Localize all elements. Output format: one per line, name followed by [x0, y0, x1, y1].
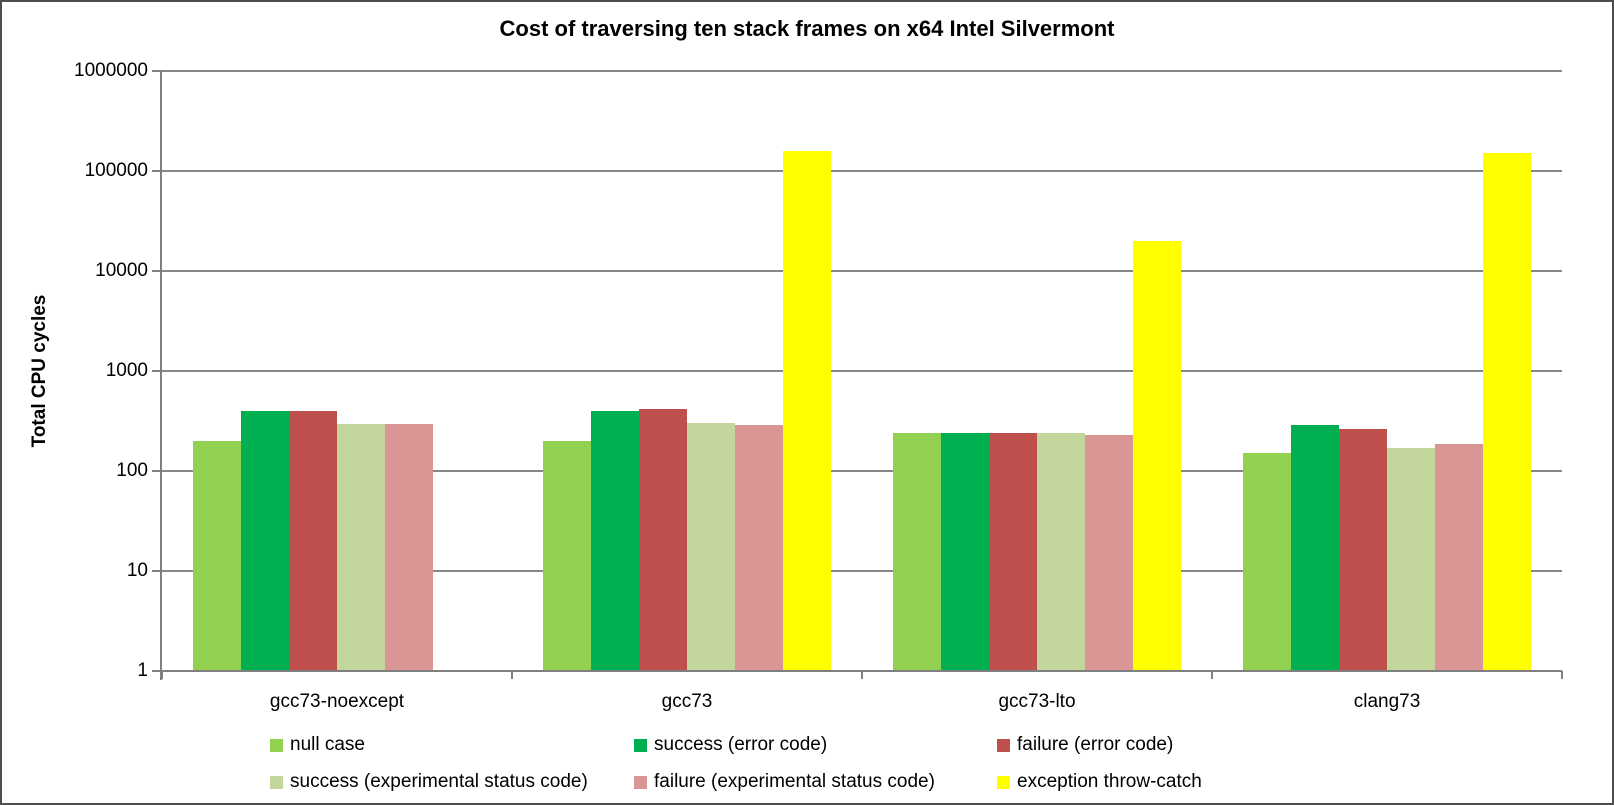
category-label-gcc73-noexcept: gcc73-noexcept: [269, 691, 405, 712]
y-tick-label: 1: [137, 660, 148, 681]
bar-failure-error-code: [989, 432, 1037, 671]
y-tick-label: 10000: [95, 260, 148, 281]
bar-success-error-code: [241, 410, 289, 671]
y-axis-tick: [152, 470, 160, 472]
gridline: [162, 470, 1562, 472]
bar-success-experimental-status-code: [1387, 447, 1435, 671]
bar-null-case: [543, 440, 591, 671]
x-axis-tick: [861, 671, 863, 679]
y-axis-tick: [152, 670, 160, 672]
y-axis-tick: [152, 270, 160, 272]
bar-success-experimental-status-code: [687, 423, 735, 671]
y-axis-tick: [152, 570, 160, 572]
bar-success-experimental-status-code: [337, 424, 385, 671]
legend-swatch-failure-error-code: [997, 738, 1010, 752]
y-tick-label: 1000: [105, 360, 148, 381]
y-tick-label: 100: [116, 460, 148, 481]
legend-label: null case: [290, 734, 365, 755]
plot-area: [152, 70, 1563, 680]
bar-failure-error-code: [1339, 428, 1387, 671]
legend-swatch-exception-throw-catch: [997, 775, 1010, 789]
y-axis-line: [160, 70, 162, 680]
bar-success-error-code: [591, 410, 639, 671]
legend-label: success (error code): [654, 734, 828, 755]
bar-failure-error-code: [639, 409, 687, 671]
legend-label: exception throw-catch: [1017, 771, 1202, 792]
bar-success-experimental-status-code: [1037, 432, 1085, 671]
chart-title: Cost of traversing ten stack frames on x…: [499, 16, 1115, 41]
bar-success-error-code: [1291, 424, 1339, 671]
bar-failure-error-code: [289, 410, 337, 671]
legend-item-exception-throw-catch: exception throw-catch: [997, 770, 1202, 794]
bar-failure-experimental-status-code: [735, 424, 783, 671]
bar-null-case: [893, 432, 941, 671]
legend-swatch-success-error-code: [634, 738, 647, 752]
bar-failure-experimental-status-code: [385, 424, 433, 671]
legend-item-failure-experimental-status-code: failure (experimental status code): [634, 770, 935, 794]
x-axis-tick: [161, 671, 163, 679]
bar-null-case: [1243, 453, 1291, 671]
bar-success-error-code: [941, 432, 989, 671]
bar-exception-throw-catch: [1483, 153, 1531, 671]
x-axis-tick: [511, 671, 513, 679]
bar-exception-throw-catch: [783, 150, 831, 671]
bar-failure-experimental-status-code: [1435, 444, 1483, 671]
gridline: [162, 70, 1562, 72]
x-axis-tick: [1211, 671, 1213, 679]
gridline: [162, 570, 1562, 572]
category-label-gcc73: gcc73: [661, 691, 713, 712]
bar-exception-throw-catch: [1133, 240, 1181, 671]
legend-item-failure-error-code: failure (error code): [997, 733, 1173, 757]
y-tick-label: 100000: [84, 160, 148, 181]
legend-item-success-error-code: success (error code): [634, 733, 827, 757]
y-tick-label: 1000000: [74, 60, 148, 81]
legend-label: failure (experimental status code): [654, 771, 935, 792]
bar-null-case: [193, 440, 241, 671]
legend-label: success (experimental status code): [290, 771, 588, 792]
legend-label: failure (error code): [1017, 734, 1174, 755]
y-tick-label: 10: [126, 560, 148, 581]
category-label-clang73: clang73: [1353, 691, 1421, 712]
gridline: [162, 270, 1562, 272]
y-axis-tick: [152, 70, 160, 72]
y-axis-tick: [152, 170, 160, 172]
gridline: [162, 370, 1562, 372]
legend-swatch-success-experimental-status-code: [270, 775, 283, 789]
legend-item-success-experimental-status-code: success (experimental status code): [270, 770, 588, 794]
bar-failure-experimental-status-code: [1085, 434, 1133, 671]
x-axis-tick: [1561, 671, 1563, 679]
legend-swatch-null-case: [270, 738, 283, 752]
category-label-gcc73-lto: gcc73-lto: [998, 691, 1076, 712]
gridline: [162, 170, 1562, 172]
legend-item-null-case: null case: [270, 733, 365, 757]
legend-swatch-failure-experimental-status-code: [634, 775, 647, 789]
y-axis-tick: [152, 370, 160, 372]
